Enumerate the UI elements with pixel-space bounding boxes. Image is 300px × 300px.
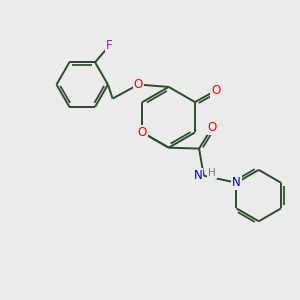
Text: F: F: [106, 39, 112, 52]
Text: H: H: [208, 168, 216, 178]
Text: N: N: [194, 169, 203, 182]
Text: O: O: [208, 121, 217, 134]
Text: N: N: [232, 176, 241, 189]
Text: O: O: [134, 78, 143, 91]
Text: O: O: [138, 126, 147, 139]
Text: O: O: [212, 84, 221, 97]
